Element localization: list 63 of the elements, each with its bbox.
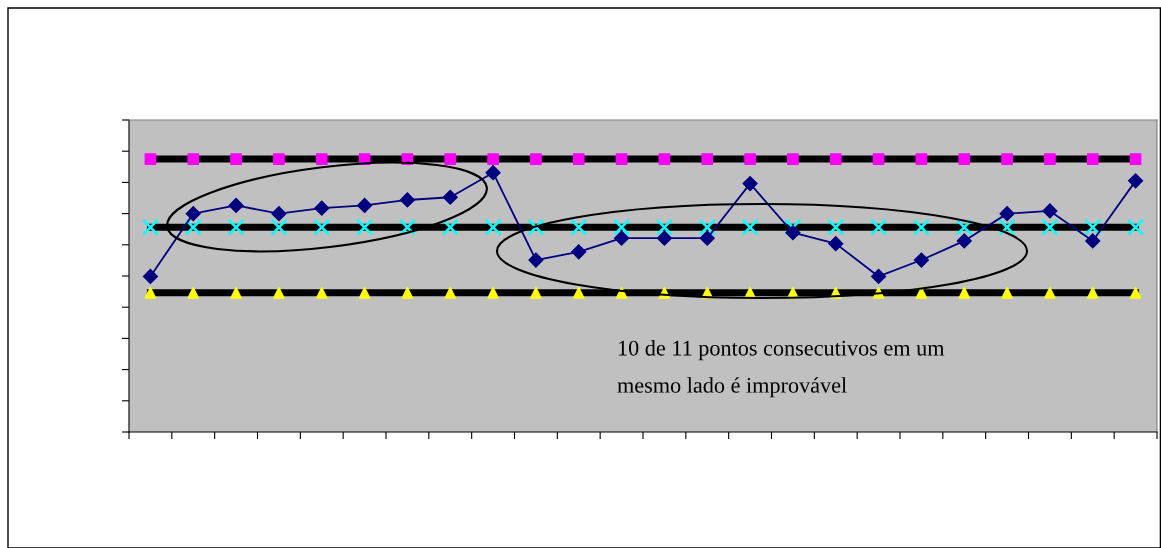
point (699, 230, 715, 246)
point (270, 218, 288, 236)
point (741, 218, 759, 236)
point (871, 268, 887, 284)
point (185, 206, 201, 222)
point (398, 218, 416, 236)
point (1001, 286, 1013, 299)
point (530, 286, 542, 299)
point (144, 286, 157, 299)
point (1129, 286, 1142, 299)
point (1042, 203, 1058, 219)
point (655, 218, 673, 236)
point (314, 200, 330, 216)
point (1127, 218, 1145, 236)
point (273, 286, 285, 299)
point (785, 225, 801, 241)
point (315, 286, 328, 299)
point (1086, 286, 1099, 299)
point (1128, 173, 1144, 189)
point (870, 218, 888, 236)
point (230, 286, 242, 299)
point (1044, 286, 1056, 299)
point (358, 286, 371, 299)
point (614, 230, 630, 246)
point (184, 218, 202, 236)
point (656, 230, 672, 246)
point (228, 197, 244, 214)
point (1085, 233, 1101, 249)
point (912, 218, 930, 236)
point (142, 268, 158, 284)
point (444, 286, 457, 299)
point (998, 218, 1016, 236)
point (485, 165, 501, 181)
point (956, 233, 972, 249)
point (827, 218, 845, 236)
point (357, 197, 373, 214)
point (401, 286, 414, 299)
point (999, 206, 1015, 222)
point (442, 189, 458, 205)
point (613, 218, 631, 236)
point (784, 218, 802, 236)
point (742, 176, 758, 192)
point (187, 286, 200, 299)
point (313, 218, 331, 236)
annotation: 10 de 11 pontos consecutivos em um mesmo lado é improvável (617, 340, 945, 398)
point (913, 252, 929, 268)
point (484, 218, 502, 236)
point (356, 218, 374, 236)
point (487, 286, 499, 299)
point (1041, 218, 1059, 236)
point (570, 218, 588, 236)
point (227, 218, 245, 236)
point (828, 236, 844, 252)
point (399, 192, 415, 208)
point (141, 218, 159, 236)
point (528, 252, 544, 268)
point (1084, 218, 1102, 236)
point (958, 286, 971, 299)
point (271, 206, 287, 222)
point (698, 218, 716, 236)
point (572, 286, 585, 299)
point (915, 286, 928, 299)
point (571, 244, 587, 260)
